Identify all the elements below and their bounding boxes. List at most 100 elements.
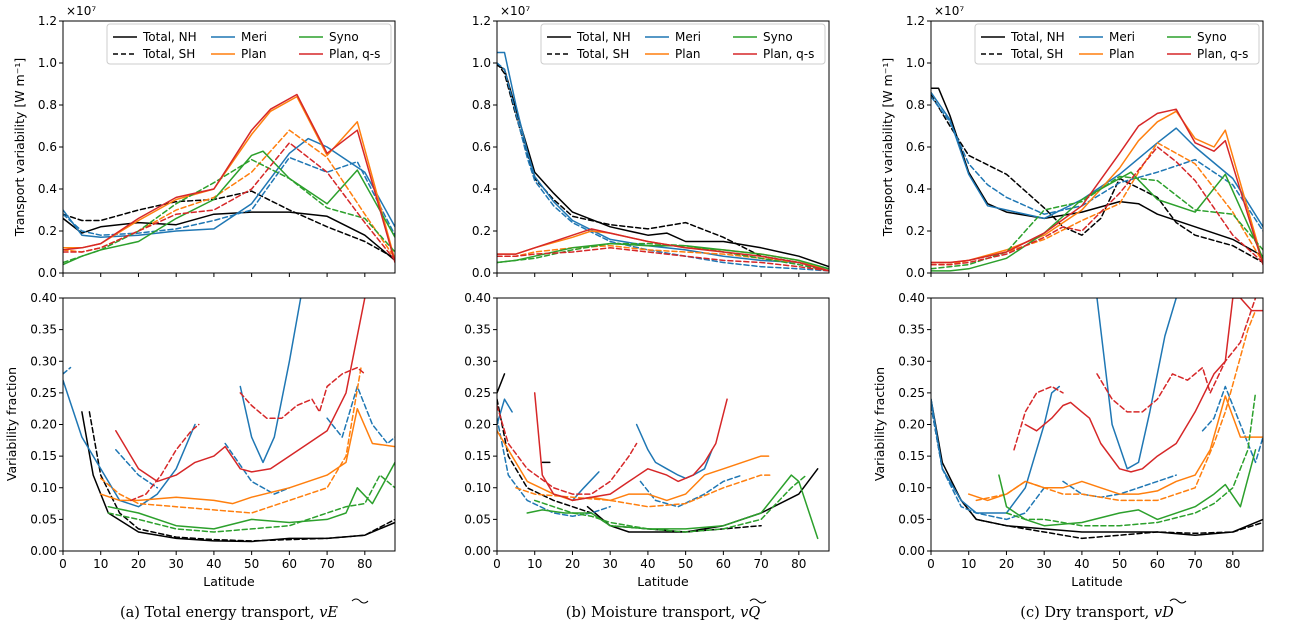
panel-a-top-ylabel: Transport variability [W m⁻¹] — [12, 58, 27, 237]
panel-b-top-plot: 0.00.20.40.60.81.01.2 ×10⁷ Total, NHTota… — [472, 4, 830, 280]
panel-a-legend-label-5: Plan, q-s — [329, 47, 380, 61]
panel-b-bottom-ytick-label-0: 0.00 — [464, 544, 491, 558]
panel-b-top-series-1-line — [497, 62, 829, 270]
panel-b-top-series-7-line — [497, 242, 829, 272]
panel-b-bottom-series-2-line — [586, 468, 819, 533]
panel-c-bottom-series-8-line — [975, 309, 1257, 502]
panel-a-bottom-series-10-line — [107, 461, 395, 530]
panel-a-xtick-label-4: 40 — [206, 557, 221, 571]
panel-c-bottom-ytick-label-1: 0.05 — [898, 512, 925, 526]
panel-c-caption-math: vD — [1154, 605, 1174, 621]
panel-c-legend-label-2: Meri — [1109, 30, 1135, 44]
panel-c-top-ytick-label-0: 0.0 — [906, 266, 925, 280]
panel-a-top-multiplier: ×10⁷ — [66, 4, 96, 18]
panel-b-xtick-label-6: 60 — [716, 557, 731, 571]
panel-a-legend-label-3: Plan — [241, 47, 267, 61]
panel-c-xtick-label-8: 80 — [1225, 557, 1240, 571]
panel-b-bottom-series — [497, 373, 819, 540]
panel-a-bottom-series-4-line — [63, 366, 72, 375]
panel-b-bottom-series-10-line — [515, 474, 774, 508]
panel-b-top-series-0-line — [497, 64, 829, 268]
panel-c-bottom-series-11-line — [1024, 298, 1263, 473]
panel-b-bottom-series-9-line — [497, 430, 770, 502]
panel-b-top-series — [497, 51, 829, 272]
panel-b-top-series-5-line — [497, 244, 829, 272]
panel-a-xtick-label-1: 10 — [93, 557, 108, 571]
panel-c-bottom-series-7-line — [967, 395, 1263, 502]
svg-text:(a) Total en: (a) Total energy transport, vE — [120, 605, 338, 621]
panel-a-bottom-series-2-line — [63, 379, 196, 508]
panel-b-bottom-series-11-line — [526, 474, 819, 540]
panel-a-top-ytick-label-2: 0.4 — [38, 182, 57, 196]
panel-a-legend-label-0: Total, NH — [142, 30, 197, 44]
panel-b-xtick-label-7: 70 — [753, 557, 768, 571]
panel-c-xtick-label-1: 10 — [961, 557, 976, 571]
panel-b-bottom-ticks: 0.00 0.05 0.10 0.15 0.20 0.25 0.30 0.35 0.40 0 10 2… — [464, 291, 806, 571]
panel-c-top-ylabel: Transport variability [W m⁻¹] — [880, 58, 895, 237]
panel-a-xtick-label-3: 30 — [169, 557, 184, 571]
panel-c-xtick-label-3: 30 — [1037, 557, 1052, 571]
panel-c-bottom-ylabel: Variability fraction — [872, 367, 887, 481]
panel-a-top-series — [63, 93, 395, 266]
panel-b-bottom-frame — [496, 297, 830, 552]
panel-c-bottom-ytick-label-3: 0.15 — [898, 449, 925, 463]
panel-c-bottom-series-2-line — [931, 385, 1061, 514]
panel-a-top-series-7-line — [63, 158, 395, 264]
panel-c: 0.0 0.2 0.4 0.6 0.8 1.0 1.2 ×10⁷ Transport var… — [872, 4, 1264, 621]
panel-a-bottom-series — [63, 298, 395, 543]
panel-a-bottom-ytick-label-3: 0.15 — [30, 449, 57, 463]
panel-c-top-series-9-line — [931, 146, 1263, 266]
panel-a-bottom-series-11-line — [107, 474, 395, 533]
panel-a-caption-prefix: (a) — [120, 605, 140, 621]
panel-c-xtick-label-7: 70 — [1187, 557, 1202, 571]
panel-a: 0.0 0.2 0.4 0.6 0.8 1.0 1.2 ×10⁷ Transport var… — [4, 4, 396, 621]
panel-b-caption: (b) Moisture transport, vQ — [566, 598, 767, 621]
panel-a-legend-label-1: Total, SH — [142, 47, 195, 61]
panel-c-legend-label-4: Syno — [1197, 30, 1227, 44]
panel-a-bottom-ytick-label-0: 0.00 — [30, 544, 57, 558]
panel-b-xlabel: Latitude — [637, 574, 689, 589]
panel-a-bottom-series-1-line — [88, 411, 395, 542]
panel-b-top-ytick-label-3: 0.6 — [472, 140, 491, 154]
panel-a-bottom-ytick-label-8: 0.40 — [30, 291, 57, 305]
panel-b-bottom-plot: 0.00 0.05 0.10 0.15 0.20 0.25 0.30 0.35 0.40 0 10 2… — [464, 291, 830, 589]
panel-a-bottom-ticks: 0.00 0.05 0.10 0.15 0.20 0.25 0.30 0.35 0.40 0 10 2… — [30, 291, 372, 571]
panel-a-bottom-frame — [62, 297, 396, 552]
panel-b-bottom-ytick-label-8: 0.40 — [464, 291, 491, 305]
panel-a-top-series-5-line — [63, 129, 395, 260]
panel-b-bottom-series-13-line — [533, 392, 728, 502]
panel-a-bottom-ytick-label-4: 0.20 — [30, 418, 57, 432]
panel-a-caption: (a) Total energy transport, vE — [120, 598, 369, 621]
panel-a-bottom-ytick-label-1: 0.05 — [30, 512, 57, 526]
panel-c-xtick-label-2: 20 — [999, 557, 1014, 571]
panel-b-bottom-ytick-label-5: 0.25 — [464, 386, 491, 400]
panel-c-xlabel: Latitude — [1071, 574, 1123, 589]
panel-c-xtick-label-5: 50 — [1112, 557, 1127, 571]
panel-c-top-series-8-line — [931, 108, 1263, 266]
panel-c-caption-text: Dry transport, — [1044, 605, 1149, 621]
panel-c-top-series-1-line — [931, 93, 1263, 264]
panel-b-xtick-label-4: 40 — [640, 557, 655, 571]
panel-b-legend-label-5: Plan, q-s — [763, 47, 814, 61]
panel-a-xtick-label-2: 20 — [131, 557, 146, 571]
panel-b-top-ytick-label-2: 0.4 — [472, 182, 491, 196]
panel-a-bottom-series-13-line — [130, 423, 200, 502]
panel-b-bottom-series-7-line — [497, 417, 611, 517]
panel-b-bottom-ytick-label-2: 0.10 — [464, 481, 491, 495]
panel-c-bottom-ticks: 0.00 0.05 0.10 0.15 0.20 0.25 0.30 0.35 0.40 0 10 2… — [898, 291, 1240, 571]
panel-c-bottom-series-6-line — [1201, 385, 1263, 464]
panel-a-bottom-plot: 0.00 0.05 0.10 0.15 0.20 0.25 0.30 0.35 0.40 0 10 2… — [4, 291, 396, 589]
panel-c-xtick-label-4: 40 — [1074, 557, 1089, 571]
panel-c-top-ytick-label-2: 0.4 — [906, 182, 925, 196]
panel-b-caption-text: Moisture transport, — [591, 605, 736, 621]
panel-a-bottom-series-9-line — [99, 366, 362, 514]
panel-c-bottom-frame — [930, 297, 1264, 552]
panel-a-xtick-label-8: 80 — [357, 557, 372, 571]
panel-c-top-series-0-line — [931, 87, 1263, 257]
panel-c-top-ytick-label-3: 0.6 — [906, 140, 925, 154]
panel-a-top-ytick-label-6: 1.2 — [38, 14, 57, 28]
panel-a-top-ytick-label-1: 0.2 — [38, 224, 57, 238]
panel-a-top-ticks: 0.0 0.2 0.4 0.6 0.8 1.0 1.2 — [38, 14, 366, 280]
panel-a-top-series-2-line — [63, 137, 395, 239]
